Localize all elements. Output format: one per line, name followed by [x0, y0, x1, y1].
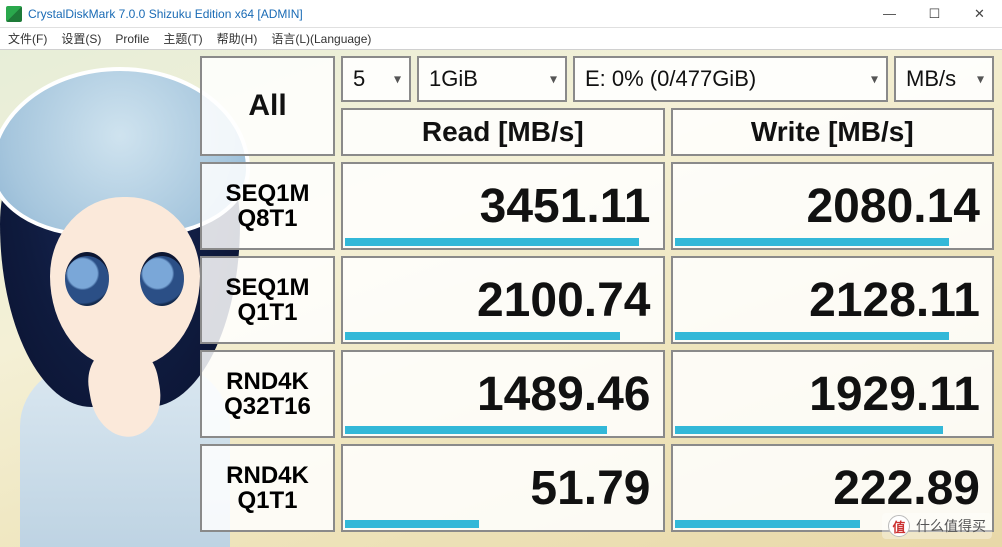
test-button-2[interactable]: RND4KQ32T16 — [200, 350, 335, 438]
test-label2: Q1T1 — [237, 488, 297, 513]
test-label2: Q1T1 — [237, 300, 297, 325]
minimize-button[interactable]: — — [867, 0, 912, 28]
read-header: Read [MB/s] — [341, 108, 665, 156]
test-label2: Q8T1 — [237, 206, 297, 231]
menu-settings[interactable]: 设置(S) — [61, 30, 101, 47]
read-bar-1 — [345, 332, 620, 340]
test-label1: RND4K — [226, 463, 309, 488]
window-buttons: — ☐ ✕ — [867, 0, 1002, 28]
write-bar-3 — [675, 520, 860, 528]
menu-help[interactable]: 帮助(H) — [217, 30, 258, 47]
test-label1: SEQ1M — [225, 181, 309, 206]
all-button[interactable]: All — [200, 56, 335, 156]
test-size-value: 1GiB — [429, 66, 478, 92]
maximize-button[interactable]: ☐ — [912, 0, 957, 28]
menu-bar: 文件(F) 设置(S) Profile 主题(T) 帮助(H) 语言(L)(La… — [0, 28, 1002, 50]
watermark-text: 什么值得买 — [916, 516, 986, 536]
write-value-1: 2128.11 — [671, 256, 995, 344]
write-bar-0 — [675, 238, 950, 246]
read-value-2: 1489.46 — [341, 350, 665, 438]
unit-value: MB/s — [906, 66, 956, 92]
test-label2: Q32T16 — [224, 394, 311, 419]
window-title: CrystalDiskMark 7.0.0 Shizuku Edition x6… — [28, 7, 867, 21]
read-bar-2 — [345, 426, 607, 434]
read-value-0: 3451.11 — [341, 162, 665, 250]
watermark: 值 什么值得买 — [882, 513, 992, 539]
menu-profile[interactable]: Profile — [115, 32, 149, 46]
test-button-1[interactable]: SEQ1MQ1T1 — [200, 256, 335, 344]
watermark-icon: 值 — [888, 515, 910, 537]
benchmark-grid: All 5 1GiB E: 0% (0/477GiB) MB/s Read [M… — [200, 56, 994, 532]
app-icon — [6, 6, 22, 22]
read-value-1: 2100.74 — [341, 256, 665, 344]
control-row: 5 1GiB E: 0% (0/477GiB) MB/s — [341, 56, 994, 102]
drive-select[interactable]: E: 0% (0/477GiB) — [573, 56, 888, 102]
test-size-select[interactable]: 1GiB — [417, 56, 567, 102]
menu-theme[interactable]: 主题(T) — [163, 30, 202, 47]
test-button-3[interactable]: RND4KQ1T1 — [200, 444, 335, 532]
read-bar-3 — [345, 520, 479, 528]
write-bar-1 — [675, 332, 950, 340]
write-value-0: 2080.14 — [671, 162, 995, 250]
menu-file[interactable]: 文件(F) — [8, 30, 47, 47]
close-button[interactable]: ✕ — [957, 0, 1002, 28]
test-label1: SEQ1M — [225, 275, 309, 300]
write-header: Write [MB/s] — [671, 108, 995, 156]
read-bar-0 — [345, 238, 639, 246]
title-bar: CrystalDiskMark 7.0.0 Shizuku Edition x6… — [0, 0, 1002, 28]
iterations-value: 5 — [353, 66, 365, 92]
all-button-label: All — [248, 89, 286, 123]
test-button-0[interactable]: SEQ1MQ8T1 — [200, 162, 335, 250]
iterations-select[interactable]: 5 — [341, 56, 411, 102]
content-area: All 5 1GiB E: 0% (0/477GiB) MB/s Read [M… — [0, 50, 1002, 547]
drive-value: E: 0% (0/477GiB) — [585, 66, 756, 92]
unit-select[interactable]: MB/s — [894, 56, 994, 102]
read-value-3: 51.79 — [341, 444, 665, 532]
write-value-2: 1929.11 — [671, 350, 995, 438]
menu-language[interactable]: 语言(L)(Language) — [271, 30, 371, 47]
write-bar-2 — [675, 426, 943, 434]
test-label1: RND4K — [226, 369, 309, 394]
